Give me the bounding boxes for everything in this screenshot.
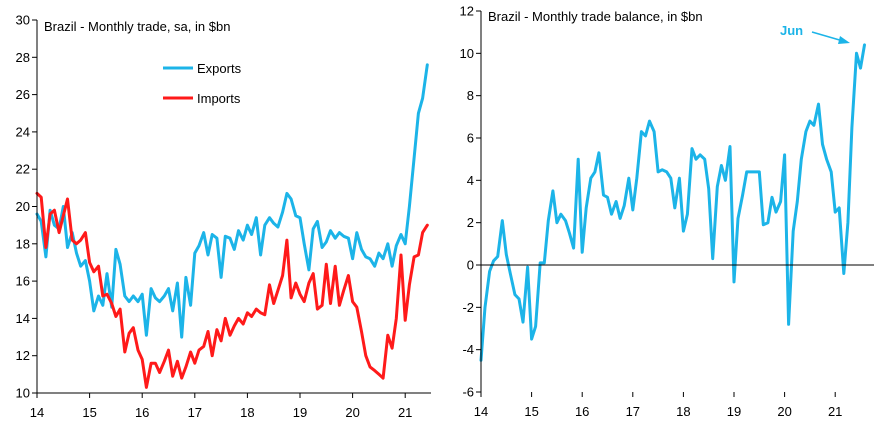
right-x-tick-label: 15 (524, 404, 538, 419)
left-y-tick-label: 22 (16, 162, 30, 177)
left-legend: Exports Imports (163, 61, 242, 106)
left-x-tick-label: 20 (345, 405, 359, 420)
right-x-tick-label: 20 (777, 404, 791, 419)
annotation-arrow-line (811, 31, 844, 42)
left-x-tick-label: 19 (293, 405, 307, 420)
left-x-tick-label: 15 (82, 405, 96, 420)
right-x-tick-label: 21 (828, 404, 842, 419)
right-y-tick-label: -6 (462, 385, 474, 400)
right-y-tick-label: 8 (467, 88, 474, 103)
right-series-layer (479, 43, 866, 362)
right-y-tick-label: 2 (467, 215, 474, 230)
right-x-tick-label: 16 (575, 404, 589, 419)
legend-imports-label: Imports (197, 91, 241, 106)
right-x-tick-label: 14 (474, 404, 488, 419)
right-y-tick-label: 10 (460, 46, 474, 61)
right-annotation: Jun (780, 23, 850, 44)
left-y-tick-label: 26 (16, 87, 30, 102)
left-x-tick-label: 18 (240, 405, 254, 420)
left-y-tick-label: 16 (16, 274, 30, 289)
right-x-tick-label: 19 (727, 404, 741, 419)
left-x-tick-label: 14 (30, 405, 44, 420)
right-y-tick-label: -2 (462, 300, 474, 315)
right-y-tick-label: 4 (467, 173, 474, 188)
right-y-tick-label: 6 (467, 131, 474, 146)
right-chart-title: Brazil - Monthly trade balance, in $bn (488, 9, 703, 24)
left-series-imports-line (35, 191, 429, 389)
right-y-ticks: -6 -4 -2 0 2 4 6 8 10 12 (460, 4, 481, 400)
right-series-balance-line (479, 43, 866, 362)
right-x-tick-label: 17 (626, 404, 640, 419)
right-y-tick-label: -4 (462, 342, 474, 357)
left-x-ticks: 14 15 16 17 18 19 20 21 (30, 393, 412, 420)
right-y-tick-label: 12 (460, 4, 474, 19)
left-y-tick-label: 24 (16, 124, 30, 139)
left-series-exports-line (35, 63, 429, 339)
right-x-ticks: 14 15 16 17 18 19 20 21 (474, 392, 842, 419)
left-y-tick-label: 12 (16, 348, 30, 363)
left-y-tick-label: 18 (16, 236, 30, 251)
annotation-arrow-head (838, 36, 850, 44)
left-y-tick-label: 14 (16, 311, 30, 326)
left-y-tick-label: 20 (16, 199, 30, 214)
left-series-layer (35, 63, 429, 389)
left-x-tick-label: 21 (398, 405, 412, 420)
right-y-tick-label: 0 (467, 258, 474, 273)
left-x-tick-label: 17 (188, 405, 202, 420)
left-y-tick-label: 10 (16, 386, 30, 401)
legend-exports-label: Exports (197, 61, 242, 76)
left-chart: Brazil - Monthly trade, sa, in $bn 10121… (16, 13, 431, 420)
left-y-tick-label: 28 (16, 50, 30, 65)
right-x-tick-label: 18 (676, 404, 690, 419)
left-x-tick-label: 16 (135, 405, 149, 420)
left-y-ticks: 10 12 14 16 18 20 22 24 26 28 30 (16, 13, 37, 401)
right-chart: Brazil - Monthly trade balance, in $bn -… (460, 4, 874, 419)
annotation-jun-label: Jun (780, 23, 803, 38)
left-chart-title: Brazil - Monthly trade, sa, in $bn (44, 19, 230, 34)
left-y-tick-label: 30 (16, 13, 30, 28)
